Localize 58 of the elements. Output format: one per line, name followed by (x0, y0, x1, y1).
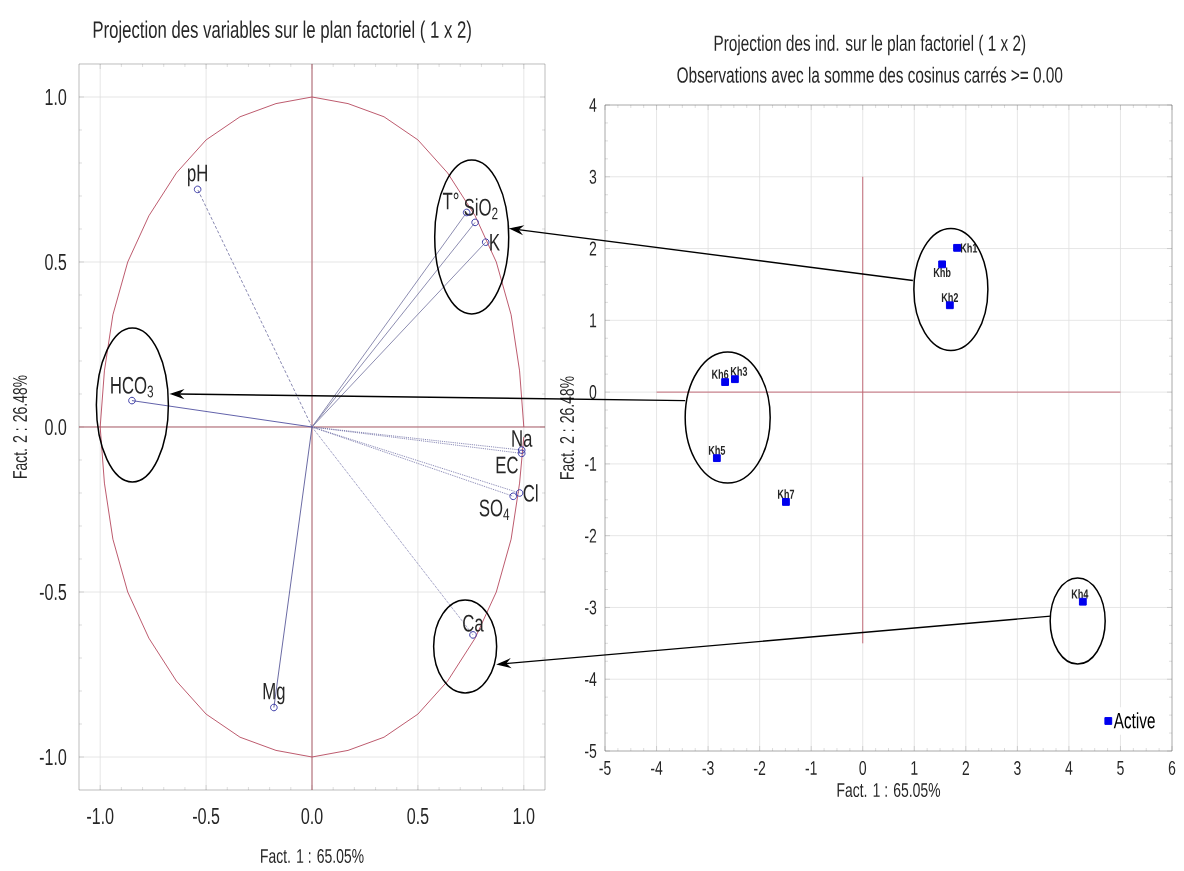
y-tick-label: 1.0 (45, 88, 67, 106)
annotation: SO$_{4}$ (479, 499, 510, 520)
x-tick-label: -1 (805, 761, 817, 775)
x-tick-label: 0 (859, 760, 867, 776)
annotation: Na (512, 430, 533, 447)
annotation: Kh2 (941, 292, 959, 303)
annotation: Kh6 (712, 369, 729, 379)
x-tick-label: 4 (1065, 761, 1073, 775)
x-tick-label: 0.5 (407, 807, 429, 825)
x-tick-label: -3 (702, 760, 714, 776)
y-tick-label: -4 (585, 672, 597, 687)
annotation: K (490, 233, 500, 251)
annotation: Kh4 (1071, 589, 1089, 599)
chart-title: Projection des ind. sur le plan factoriel ( 1 x 2) (714, 34, 1026, 56)
x-tick-label: 0.0 (301, 807, 323, 825)
x-tick-label: -2 (754, 761, 766, 775)
y-tick-label: -0.5 (39, 583, 67, 601)
x-axis-title: Fact. 1 : 65.05% (261, 848, 364, 864)
annotation: pH (188, 164, 207, 187)
x-tick-label: 2 (962, 761, 970, 775)
x-tick-label: -4 (650, 761, 663, 775)
annotation: Khb (933, 267, 951, 278)
y-tick-label: 3 (589, 169, 597, 184)
y-axis-title: Fact. 2 : 26.48% (559, 376, 575, 479)
y-tick-label: 0.0 (45, 418, 67, 436)
x-tick-label: 6 (1168, 760, 1176, 776)
y-tick-label: 0 (589, 385, 597, 400)
y-tick-label: 2 (589, 241, 597, 256)
annotation: Kh5 (708, 445, 726, 455)
annotation: Kh7 (777, 489, 795, 499)
x-tick-label: 3 (1014, 760, 1021, 776)
annotation: Ca (463, 614, 484, 632)
chart-title: Projection des variables sur le plan factoriel ( 1 x 2) (93, 20, 471, 43)
annotation: Kh1 (960, 243, 978, 253)
x-tick-label: -5 (599, 761, 611, 775)
y-tick-label: 0.5 (45, 253, 67, 271)
annotation: HCO$_{3}$ (111, 376, 154, 398)
y-tick-label: -5 (585, 744, 597, 758)
annotation: Cl (523, 484, 538, 502)
annotation: Kh3 (730, 366, 748, 376)
annotation: T° (442, 192, 459, 210)
x-tick-label: 1.0 (513, 807, 535, 825)
legend-label: Active (1113, 712, 1155, 729)
x-tick-label: 1 (911, 761, 918, 775)
annotation: EC (496, 456, 518, 474)
x-tick-label: -1.0 (87, 807, 114, 825)
y-tick-label: -3 (585, 600, 597, 615)
y-tick-label: 4 (589, 98, 597, 112)
x-tick-label: 5 (1117, 761, 1124, 775)
y-tick-label: -2 (585, 528, 597, 543)
chart-subtitle: Observations avec la somme des cosinus carrés >= 0.00 (677, 66, 1063, 83)
y-tick-label: 1 (590, 313, 597, 328)
annotation: Mg (263, 682, 285, 705)
annotation: SiO$_{2}$ (464, 198, 498, 220)
x-axis-title: Fact. 1 : 65.05% (837, 782, 941, 798)
x-tick-label: -0.5 (192, 807, 220, 825)
y-tick-label: -1 (585, 457, 597, 471)
y-axis-title: Fact. 2 : 26.48% (12, 375, 28, 478)
